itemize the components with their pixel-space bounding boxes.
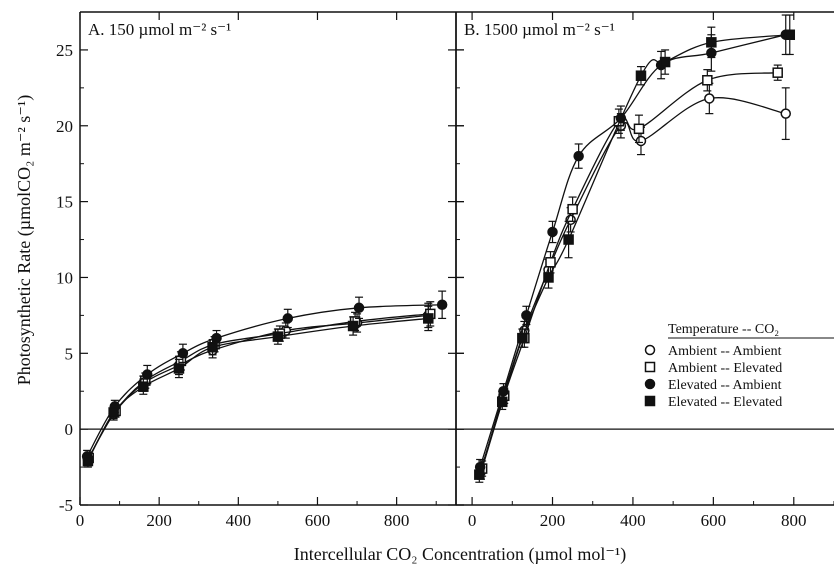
data-point (211, 332, 222, 344)
x-axis-title: Intercellular CO₂ Concentration (µmol mo… (294, 544, 626, 565)
panel-a-y-tick-label: 15 (56, 193, 73, 212)
data-point (702, 75, 713, 86)
panel-b-x-tick-label: 200 (540, 511, 566, 530)
data-point (82, 455, 94, 467)
legend-marker-3 (644, 395, 656, 407)
data-point (272, 331, 284, 342)
panel-b-x-tick-label: 800 (781, 511, 807, 530)
data-point (780, 108, 791, 119)
data-point (207, 341, 218, 353)
data-point (543, 272, 554, 283)
series-curve (478, 34, 790, 475)
panel-a-y-tick-label: -5 (59, 496, 73, 515)
data-point (547, 226, 558, 238)
series-curve (86, 304, 443, 457)
data-point (108, 407, 119, 418)
data-point (282, 313, 294, 324)
data-point (706, 37, 717, 48)
legend-header: Temperature -- CO₂ (668, 322, 779, 337)
panel-a-title: A. 150 µmol m⁻² s⁻¹ (88, 20, 231, 39)
data-point (436, 299, 448, 311)
data-point (347, 320, 359, 332)
data-point (177, 348, 189, 359)
data-point (517, 332, 528, 344)
legend-marker-0 (644, 344, 656, 356)
panel-a-y-tick-label: 10 (56, 268, 73, 287)
panel-a-series-3 (82, 305, 434, 468)
data-point (567, 203, 578, 215)
panel-b-x-tick-label: 400 (620, 511, 646, 530)
data-point (573, 150, 584, 162)
data-point (633, 123, 645, 135)
panel-a-x-tick-label: 800 (384, 511, 410, 530)
data-point (353, 302, 365, 314)
data-point (138, 381, 149, 392)
legend-marker-2 (644, 378, 656, 390)
data-point (423, 313, 434, 324)
panel-a-y-tick-label: 0 (65, 420, 74, 439)
panel-b-1500: 0 200 400 600 800 B. 1500 µmol m⁻² s⁻¹ (455, 11, 834, 530)
panel-a-x-tick-label: 600 (305, 511, 331, 530)
panel-a-x-tick-label: 0 (76, 511, 85, 530)
panel-b-x-tick-label: 600 (701, 511, 727, 530)
data-point (784, 29, 796, 41)
panel-a-x-tick-label: 200 (146, 511, 172, 530)
panel-b-series-1 (476, 64, 783, 477)
panel-b-title: B. 1500 µmol m⁻² s⁻¹ (464, 20, 615, 39)
legend-marker-1 (644, 361, 656, 373)
data-point (659, 56, 671, 68)
data-point (142, 369, 153, 380)
panel-a-y-tick-label: 5 (65, 344, 74, 363)
panel-b-series-0 (475, 82, 791, 480)
data-point (563, 234, 574, 245)
legend-label-0: Ambient -- Ambient (668, 344, 782, 359)
legend-label-2: Elevated -- Ambient (668, 378, 782, 393)
data-point (545, 257, 556, 268)
data-point (772, 67, 783, 78)
legend-label-3: Elevated -- Elevated (668, 395, 782, 410)
data-point (704, 93, 715, 104)
legend-label-1: Ambient -- Elevated (668, 361, 782, 376)
series-curve (480, 97, 786, 472)
data-point (474, 469, 485, 480)
legend: Temperature -- CO₂ Ambient -- Ambient Amb… (644, 322, 834, 410)
data-point (635, 135, 647, 147)
data-point (496, 396, 508, 408)
panel-a-x-tick-label: 400 (226, 511, 252, 530)
data-point (173, 363, 185, 374)
panel-a-y-tick-label: 25 (56, 41, 73, 60)
y-axis-title: Photosynthetic Rate (µmolCO₂ m⁻² s⁻¹) (14, 95, 35, 385)
panel-b-series-3 (474, 14, 796, 483)
panel-b-x-tick-label: 0 (468, 511, 477, 530)
panel-a-y-tick-label: 20 (56, 117, 73, 136)
data-point (635, 70, 647, 81)
